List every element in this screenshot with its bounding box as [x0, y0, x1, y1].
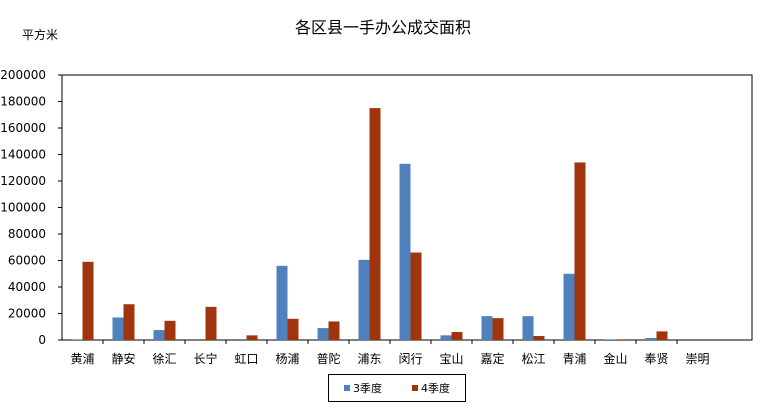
- legend: 3季度 4季度: [328, 374, 466, 402]
- bar-1: [399, 163, 411, 340]
- legend-item-series-2: 4季度: [412, 380, 450, 396]
- y-tick-label: 100000: [0, 201, 46, 215]
- y-tick-label: 40000: [8, 280, 46, 294]
- legend-swatch-series-2: [412, 385, 418, 391]
- y-tick-label: 60000: [8, 254, 46, 268]
- bar-2: [246, 335, 258, 340]
- x-tick-label: 青浦: [562, 352, 586, 366]
- bar-1: [112, 317, 124, 340]
- x-tick-label: 金山: [603, 351, 627, 366]
- bar-2: [164, 320, 176, 340]
- bar-1: [358, 259, 370, 340]
- bar-2: [615, 339, 627, 340]
- x-tick-label: 松江: [521, 352, 545, 366]
- legend-swatch-series-1: [344, 385, 350, 391]
- bar-2: [328, 321, 340, 340]
- bar-2: [82, 261, 94, 340]
- bar-1: [317, 328, 329, 340]
- bar-1: [153, 330, 165, 340]
- y-tick-label: 160000: [0, 121, 46, 135]
- bar-2: [492, 318, 504, 340]
- bar-2: [574, 162, 586, 340]
- bar-2: [451, 332, 463, 340]
- bar-1: [481, 316, 493, 340]
- bar-2: [533, 336, 545, 340]
- x-tick-label: 徐汇: [152, 351, 176, 366]
- bar-2: [123, 304, 135, 340]
- x-tick-label: 虹口: [234, 352, 258, 366]
- bar-1: [440, 335, 452, 340]
- x-tick-label: 黄浦: [70, 352, 94, 366]
- y-tick-label: 140000: [0, 148, 46, 162]
- legend-label-series-1: 3季度: [353, 382, 382, 395]
- bar-1: [604, 339, 616, 340]
- bar-1: [71, 339, 83, 340]
- bar-1: [276, 265, 288, 340]
- x-tick-label: 嘉定: [480, 351, 504, 366]
- x-tick-label: 闵行: [398, 351, 422, 366]
- legend-item-series-1: 3季度: [344, 380, 382, 396]
- x-tick-label: 浦东: [357, 352, 381, 366]
- y-tick-label: 120000: [0, 174, 46, 188]
- x-tick-label: 宝山: [439, 352, 463, 366]
- bar-1: [522, 316, 534, 340]
- x-tick-label: 普陀: [316, 351, 340, 366]
- y-tick-label: 180000: [0, 95, 46, 109]
- bar-1: [563, 273, 575, 340]
- bar-1: [645, 338, 657, 340]
- bar-2: [287, 318, 299, 340]
- y-tick-label: 20000: [8, 307, 46, 321]
- y-tick-label: 200000: [0, 68, 46, 82]
- x-tick-label: 奉贤: [644, 352, 668, 366]
- bar-2: [369, 108, 381, 340]
- bar-2: [656, 331, 668, 340]
- x-tick-label: 长宁: [193, 351, 217, 366]
- y-tick-label: 0: [38, 333, 46, 347]
- x-tick-label: 静安: [111, 351, 135, 366]
- y-axis-unit-label: 平方米: [22, 28, 59, 42]
- bar-2: [410, 252, 422, 340]
- y-tick-label: 80000: [8, 227, 46, 241]
- chart-title: 各区县一手办公成交面积: [294, 18, 471, 37]
- bar-2: [205, 306, 217, 340]
- legend-label-series-2: 4季度: [421, 382, 450, 395]
- x-tick-label: 杨浦: [275, 351, 299, 366]
- x-tick-label: 崇明: [685, 352, 709, 366]
